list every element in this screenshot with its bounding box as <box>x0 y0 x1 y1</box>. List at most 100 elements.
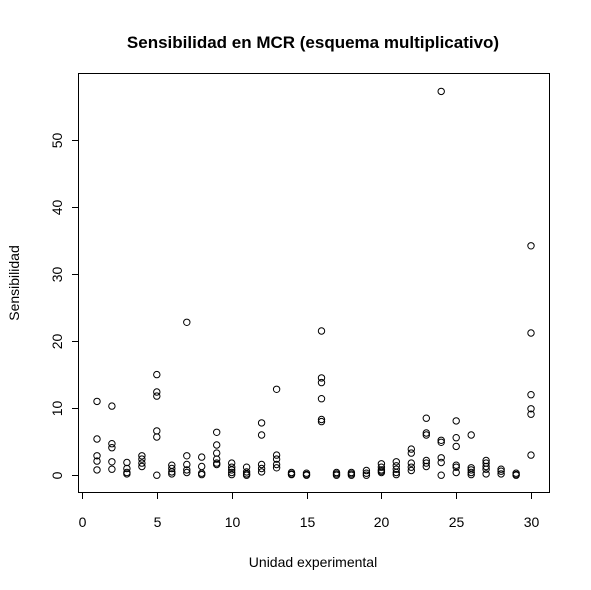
data-point <box>527 410 535 418</box>
data-point <box>317 378 326 387</box>
data-point <box>138 455 146 463</box>
data-point <box>407 445 415 453</box>
data-point <box>213 441 221 449</box>
data-point <box>467 466 475 474</box>
y-tick-label: 50 <box>49 133 65 149</box>
data-point <box>317 395 326 403</box>
data-point <box>168 470 176 478</box>
data-point <box>437 436 445 444</box>
data-point <box>123 464 131 473</box>
data-point <box>108 440 116 448</box>
data-point <box>183 466 191 474</box>
x-axis: 0 5 10 15 20 25 30 <box>79 492 540 530</box>
data-point <box>407 466 415 475</box>
data-point <box>93 457 101 465</box>
data-point <box>257 460 266 469</box>
data-point <box>437 458 445 467</box>
y-tick-label: 40 <box>49 200 65 216</box>
data-point <box>452 468 460 477</box>
data-point <box>407 459 415 467</box>
data-point <box>138 462 146 471</box>
data-point <box>183 318 191 326</box>
data-point <box>183 468 191 477</box>
data-point <box>108 444 116 452</box>
data-point <box>213 460 221 469</box>
x-tick-label: 30 <box>524 514 540 530</box>
y-axis: 0 10 20 30 40 50 <box>49 133 79 479</box>
data-point <box>153 433 161 441</box>
data-point <box>527 242 535 250</box>
data-point <box>168 464 176 473</box>
data-point <box>138 459 146 467</box>
x-tick-label: 15 <box>300 514 316 530</box>
data-point <box>437 454 445 462</box>
data-point <box>497 465 505 473</box>
data-point <box>392 468 400 477</box>
data-point <box>467 470 475 479</box>
data-point <box>108 402 116 410</box>
x-tick-label: 25 <box>449 514 465 530</box>
data-point <box>452 434 460 442</box>
data-point <box>362 471 371 479</box>
data-point <box>377 468 386 477</box>
data-point <box>123 470 131 478</box>
data-point <box>392 465 400 473</box>
data-point <box>272 451 281 459</box>
data-point <box>422 429 430 437</box>
data-point <box>527 329 535 337</box>
data-point <box>407 449 415 457</box>
data-point <box>287 470 296 479</box>
data-point <box>272 464 281 472</box>
data-point <box>153 392 161 400</box>
data-point <box>257 468 266 476</box>
y-tick-label: 20 <box>49 334 65 350</box>
data-point <box>482 462 490 471</box>
y-tick-label: 0 <box>49 471 65 479</box>
data-point <box>422 462 430 471</box>
x-axis-label: Unidad experimental <box>249 554 377 570</box>
data-point <box>467 431 475 439</box>
data-point <box>422 431 430 439</box>
data-points <box>93 87 535 479</box>
data-point <box>257 464 266 473</box>
data-point <box>452 442 460 451</box>
chart-title: Sensibilidad en MCR (esquema multiplicat… <box>127 33 499 52</box>
x-tick-label: 20 <box>374 514 390 530</box>
data-point <box>497 470 505 478</box>
y-tick-label: 10 <box>49 401 65 417</box>
data-point <box>362 466 371 475</box>
data-point <box>213 428 221 436</box>
data-point <box>467 468 475 477</box>
data-point <box>452 463 460 471</box>
data-point <box>362 469 371 477</box>
data-point <box>272 460 281 469</box>
data-point <box>347 471 356 479</box>
data-point <box>153 370 161 379</box>
data-point <box>392 470 400 479</box>
data-point <box>108 465 116 473</box>
y-tick-label: 30 <box>49 267 65 283</box>
data-point <box>317 417 326 426</box>
data-point <box>93 397 101 406</box>
data-point <box>108 458 116 466</box>
data-point <box>183 460 191 469</box>
data-point <box>527 451 535 459</box>
x-tick-label: 5 <box>154 514 162 530</box>
data-point <box>317 415 326 424</box>
data-point <box>332 471 341 479</box>
data-point <box>198 470 206 479</box>
data-point <box>153 388 161 396</box>
data-point <box>422 459 430 467</box>
data-point <box>377 463 386 471</box>
data-point <box>242 468 251 476</box>
data-point <box>272 385 281 393</box>
data-point <box>482 470 490 478</box>
data-point <box>228 468 236 477</box>
data-point <box>437 438 445 446</box>
data-point <box>257 431 266 439</box>
data-point <box>422 414 430 422</box>
data-point <box>93 466 101 474</box>
data-point <box>228 470 236 479</box>
x-tick-label: 10 <box>225 514 241 530</box>
data-point <box>242 471 251 479</box>
